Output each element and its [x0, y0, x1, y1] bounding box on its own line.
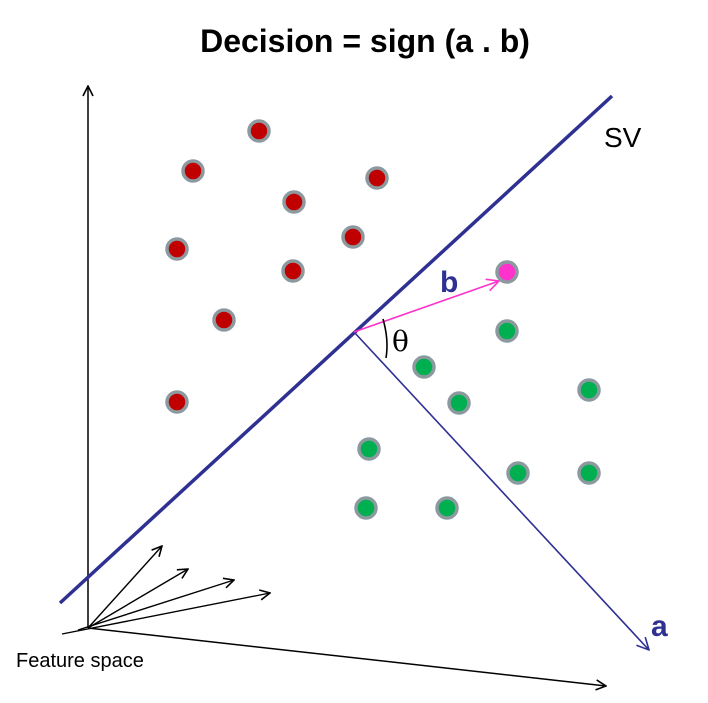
red-point — [247, 119, 271, 143]
green-point — [412, 355, 436, 379]
green-point — [577, 461, 601, 485]
red-point — [165, 390, 189, 414]
feature-vector — [77, 580, 234, 631]
feature-space-label: Feature space — [16, 650, 144, 672]
green-point — [354, 496, 378, 520]
vector-b-label: b — [440, 266, 458, 299]
green-point — [435, 496, 459, 520]
red-point — [282, 190, 306, 214]
red-point — [212, 308, 236, 332]
feature-space-vectors — [61, 546, 270, 635]
feature-vector — [87, 569, 188, 629]
red-point — [281, 259, 305, 283]
vector-a — [353, 331, 649, 650]
support-vector-label: SV — [604, 122, 642, 153]
vector-a-label: a — [651, 610, 668, 643]
green-point — [357, 437, 381, 461]
green-point — [447, 391, 471, 415]
red-point — [341, 225, 365, 249]
red-point — [165, 237, 189, 261]
query-point — [495, 260, 519, 284]
red-point — [365, 166, 389, 190]
feature-vector — [87, 546, 162, 629]
green-class-points — [354, 319, 601, 520]
decision-boundary — [58, 94, 614, 605]
vector-b — [353, 281, 499, 333]
green-point — [506, 461, 530, 485]
diagram-title: Decision = sign (a . b) — [200, 23, 530, 59]
red-class-points — [165, 119, 389, 414]
theta-label: θ — [392, 325, 409, 358]
angle-arc — [382, 318, 388, 359]
feature-vector — [61, 593, 270, 635]
x-axis — [87, 627, 606, 686]
red-point — [181, 159, 205, 183]
green-point — [495, 319, 519, 343]
green-point — [577, 378, 601, 402]
